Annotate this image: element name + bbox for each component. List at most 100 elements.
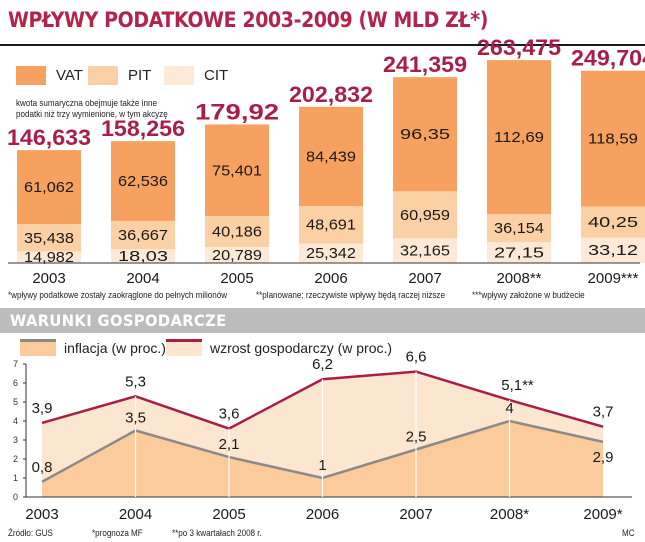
- total-label: 249,704: [571, 46, 645, 71]
- bar-vat: [17, 150, 81, 225]
- legend-cit: CIT: [164, 66, 228, 85]
- total-label: 241,359: [383, 52, 467, 77]
- data-label-vat: 112,69: [494, 129, 544, 146]
- inflation-data-label: 0,8: [32, 459, 53, 476]
- growth-data-label: 3,6: [219, 406, 240, 423]
- data-label-vat: 75,401: [212, 162, 262, 179]
- x-tick-label: 2005: [212, 506, 245, 523]
- bar-cit: [111, 249, 175, 263]
- bar-pit: [205, 216, 269, 247]
- data-label-vat: 118,59: [588, 131, 638, 148]
- x-tick-label: 2004: [119, 506, 152, 523]
- bar-pit: [487, 214, 551, 243]
- bar-pit: [581, 206, 645, 238]
- data-label-cit: 27,15: [494, 245, 544, 262]
- legend-inflation-label: inflacja (w proc.): [64, 339, 166, 356]
- y-tick-label: 4: [13, 416, 18, 426]
- data-label-cit: 18,03: [118, 248, 168, 265]
- bar-vat: [393, 77, 457, 192]
- legend-growth: wzrost gospodarczy (w proc.): [166, 339, 392, 356]
- credit: MC: [622, 528, 635, 539]
- data-label-vat: 96,35: [400, 126, 450, 143]
- bar-vat: [299, 106, 363, 206]
- x-tick-label: 2008*: [490, 506, 529, 523]
- total-label: 158,256: [101, 116, 185, 141]
- x-tick-label: 2006: [306, 506, 339, 523]
- inflation-area: [42, 421, 603, 497]
- x-tick-label: 2007: [408, 270, 441, 287]
- y-tick-label: 6: [13, 378, 18, 388]
- data-label-pit: 35,438: [24, 230, 74, 247]
- x-tick-label: 2009*: [583, 506, 622, 523]
- total-label: 146,633: [7, 125, 91, 150]
- bar-cit: [299, 243, 363, 263]
- x-tick-label: 2004: [126, 270, 159, 287]
- growth-data-label: 6,2: [312, 356, 333, 373]
- legend-vat-label: VAT: [56, 67, 83, 84]
- inflation-data-label: 2,9: [593, 449, 614, 466]
- legend-pit: PIT: [88, 66, 151, 85]
- x-tick-label: 2007: [399, 506, 432, 523]
- title-rule: [0, 44, 645, 46]
- data-label-cit: 25,342: [306, 245, 356, 262]
- data-label-vat: 62,536: [118, 173, 168, 190]
- data-label-pit: 40,25: [588, 214, 638, 231]
- inflation-data-label: 4: [505, 400, 513, 417]
- bar-cit: [393, 238, 457, 263]
- data-label-cit: 33,12: [588, 242, 638, 259]
- legend-growth-label: wzrost gospodarczy (w proc.): [210, 339, 393, 356]
- bar-cit: [205, 246, 269, 263]
- bar-vat: [205, 124, 269, 217]
- data-label-cit: 32,165: [400, 243, 450, 260]
- bar-pit: [299, 205, 363, 244]
- bar-cit: [581, 237, 645, 263]
- inflation-data-label: 1: [318, 457, 326, 474]
- bar-pit: [111, 220, 175, 250]
- legend-inflation-swatch: [20, 339, 56, 356]
- y-tick-label: 7: [13, 359, 18, 369]
- bar-pit: [393, 191, 457, 239]
- bar-vat: [487, 60, 551, 215]
- data-label-pit: 36,667: [118, 227, 168, 244]
- section-title: WARUNKI GOSPODARCZE: [10, 311, 227, 330]
- growth-line: [41, 370, 604, 430]
- footnote-2: **planowane; rzeczywiste wpływy będą rac…: [256, 290, 445, 301]
- total-label: 202,832: [289, 82, 373, 107]
- x-tick-label: 2005: [220, 270, 253, 287]
- legend-vat: VAT: [16, 66, 83, 85]
- bar-cit: [487, 242, 551, 263]
- tax-bar-chart: 14,982 35,438 61,062 146,633 2003 18,03 36,667…: [7, 35, 645, 287]
- growth-data-label: 5,3: [125, 373, 146, 390]
- bar-pit: [17, 224, 81, 252]
- x-tick-label: 2003: [25, 506, 58, 523]
- bar-vat: [111, 141, 175, 221]
- chart-title: WPŁYWY PODATKOWE 2003-2009 (W MLD ZŁ*): [8, 8, 489, 32]
- quarter-note: **po 3 kwartałach 2008 r.: [172, 528, 262, 539]
- growth-area: [42, 371, 603, 497]
- legend-cit-label: CIT: [204, 67, 229, 84]
- legend-cit-swatch: [164, 66, 194, 85]
- growth-data-label: 5,1**: [501, 377, 534, 394]
- legend-pit-label: PIT: [128, 67, 152, 84]
- growth-data-label: 3,7: [593, 404, 614, 421]
- x-tick-label: 2003: [32, 270, 65, 287]
- y-tick-label: 0: [13, 492, 18, 502]
- legend-vat-swatch: [16, 66, 46, 85]
- total-label: 179,92: [195, 99, 279, 124]
- growth-data-label: 3,9: [32, 400, 53, 417]
- data-label-vat: 61,062: [24, 179, 74, 196]
- growth-data-label: 6,6: [406, 349, 427, 366]
- forecast-note: *prognoza MF: [92, 528, 143, 539]
- footnote-1: *wpływy podatkowe zostały zaokrąglone do…: [8, 290, 228, 301]
- legend-pit-swatch: [88, 66, 118, 85]
- sum-note: kwota sumaryczna obejmuje także inne pod…: [16, 98, 168, 120]
- data-label-vat: 84,439: [306, 148, 356, 165]
- inflation-data-label: 2,5: [406, 429, 427, 446]
- footnote-3: ***wpływy założone w budżecie: [472, 290, 585, 301]
- x-tick-label: 2006: [314, 270, 347, 287]
- inflation-data-label: 3,5: [125, 410, 146, 427]
- data-label-pit: 48,691: [306, 217, 356, 234]
- y-tick-label: 1: [13, 473, 18, 483]
- total-label: 263,475: [477, 35, 561, 60]
- data-label-cit: 20,789: [212, 247, 262, 264]
